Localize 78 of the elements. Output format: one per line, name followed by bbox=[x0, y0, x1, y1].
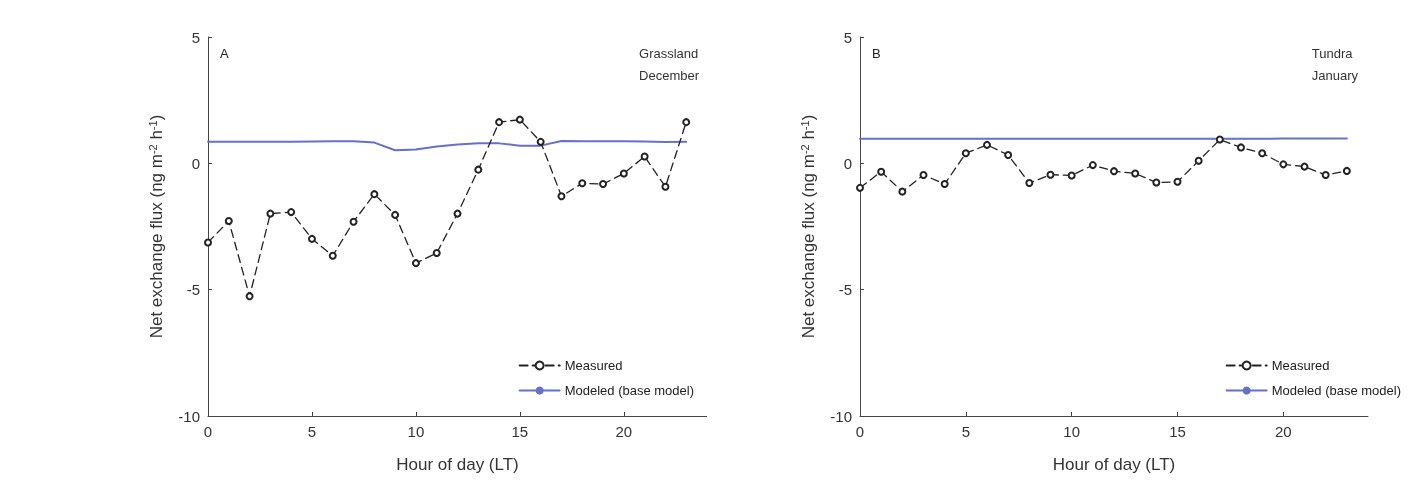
point bbox=[391, 210, 400, 219]
point bbox=[1215, 135, 1224, 144]
x-axis-title: Hour of day (LT) bbox=[1052, 455, 1176, 474]
point bbox=[1110, 167, 1118, 176]
x-tick-label: 5 bbox=[961, 423, 971, 440]
point bbox=[1152, 178, 1161, 187]
point bbox=[515, 115, 524, 124]
legend-label: Modeled (base model) bbox=[564, 383, 695, 398]
y-axis-title: Net exchange flux (ng m-2 h-1) bbox=[798, 114, 818, 339]
x-tick-label: 10 bbox=[407, 423, 425, 440]
point bbox=[1194, 156, 1203, 165]
point bbox=[1004, 151, 1013, 159]
y-axis-title: Net exchange flux (ng m-2 h-1) bbox=[146, 114, 166, 339]
point bbox=[1046, 170, 1055, 179]
point bbox=[453, 209, 462, 218]
point bbox=[411, 259, 420, 268]
x-tick-label: 0 bbox=[855, 423, 865, 440]
point bbox=[328, 251, 337, 260]
legend-label: Measured bbox=[564, 358, 623, 373]
y-tick-label: 0 bbox=[191, 154, 200, 172]
point bbox=[682, 118, 691, 127]
point bbox=[432, 249, 441, 258]
y-tick-label: -5 bbox=[838, 281, 852, 299]
point bbox=[224, 216, 233, 225]
x-tick-label: 20 bbox=[1274, 423, 1292, 440]
x-tick-label: 5 bbox=[307, 423, 317, 440]
point bbox=[1067, 171, 1076, 180]
point bbox=[245, 292, 254, 301]
point bbox=[898, 187, 907, 196]
point bbox=[1173, 177, 1182, 186]
legend-label: Modeled (base model) bbox=[1271, 383, 1402, 398]
point bbox=[474, 165, 483, 174]
x-tick-label: 0 bbox=[203, 423, 213, 440]
point bbox=[1321, 170, 1330, 179]
x-axis-title: Hour of day (LT) bbox=[396, 455, 519, 474]
x-tick-label: 15 bbox=[511, 423, 529, 440]
annotation: A bbox=[220, 46, 229, 61]
point bbox=[204, 238, 212, 247]
point bbox=[1258, 149, 1267, 158]
point bbox=[1300, 162, 1309, 171]
y-tick-label: -10 bbox=[830, 407, 852, 425]
y-tick-label: 5 bbox=[191, 28, 200, 46]
point bbox=[619, 169, 628, 178]
point bbox=[287, 208, 296, 217]
point bbox=[640, 152, 649, 161]
point bbox=[1279, 160, 1288, 169]
point bbox=[919, 170, 928, 179]
point bbox=[1131, 169, 1140, 178]
point bbox=[536, 137, 545, 146]
point bbox=[877, 167, 886, 176]
x-tick-label: 15 bbox=[1169, 423, 1186, 440]
point bbox=[557, 192, 566, 201]
point bbox=[370, 190, 379, 199]
x-tick-label: 10 bbox=[1063, 423, 1081, 440]
x-tick-label: 20 bbox=[615, 423, 633, 440]
y-tick-label: 5 bbox=[843, 28, 852, 46]
point bbox=[961, 149, 970, 158]
point bbox=[495, 118, 504, 127]
point bbox=[349, 217, 358, 226]
point bbox=[578, 179, 587, 188]
annotation: Tundra January bbox=[1311, 45, 1359, 83]
point bbox=[266, 209, 275, 218]
point bbox=[307, 234, 316, 243]
y-tick-label: -10 bbox=[178, 407, 200, 425]
point bbox=[1342, 166, 1351, 175]
point bbox=[661, 182, 670, 191]
annotation: B bbox=[872, 46, 881, 61]
point bbox=[1088, 161, 1097, 170]
point bbox=[940, 180, 949, 189]
point bbox=[599, 180, 608, 189]
legend-label: Measured bbox=[1271, 358, 1330, 373]
point bbox=[1025, 179, 1034, 188]
point bbox=[856, 183, 864, 192]
y-tick-label: 0 bbox=[843, 154, 852, 172]
annotation: Grassland December bbox=[639, 45, 700, 83]
point bbox=[983, 140, 991, 149]
y-tick-label: -5 bbox=[186, 281, 200, 299]
point bbox=[1237, 143, 1245, 152]
